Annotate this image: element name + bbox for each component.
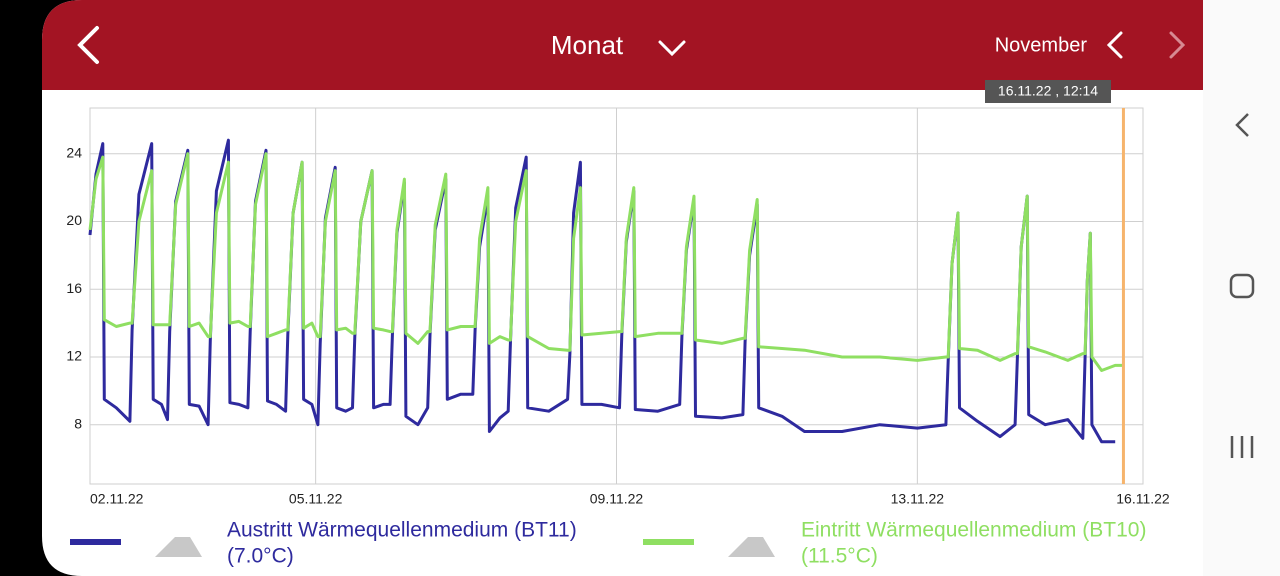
legend-value: (7.0°C) xyxy=(227,545,294,568)
nav-recents[interactable] xyxy=(1230,436,1254,458)
nav-back[interactable] xyxy=(1235,113,1249,137)
x-tick-label: 09.11.22 xyxy=(590,491,644,507)
y-tick-label: 12 xyxy=(66,348,82,364)
nav-home[interactable] xyxy=(1229,273,1255,299)
legend-icons xyxy=(155,537,775,557)
legend-label: Eintritt Wärmequellenmedium (BT10) xyxy=(801,519,1146,542)
y-tick-label: 8 xyxy=(74,415,82,431)
nav-bar xyxy=(1203,0,1280,576)
legend-label: Austritt Wärmequellenmedium (BT11) xyxy=(227,519,577,542)
dropdown-icon[interactable] xyxy=(658,40,686,57)
month-label: November xyxy=(995,34,1088,56)
tooltip-box xyxy=(985,80,1111,103)
period-selector[interactable]: Monat xyxy=(551,30,624,60)
legend-icon[interactable] xyxy=(155,537,202,557)
prev-month[interactable] xyxy=(1106,31,1123,59)
app-header xyxy=(42,0,1203,90)
legend-value: (11.5°C) xyxy=(801,545,878,568)
x-tick-label: 05.11.22 xyxy=(289,491,343,507)
next-month[interactable] xyxy=(1169,31,1186,59)
legend-icon[interactable] xyxy=(728,537,775,557)
back-button[interactable] xyxy=(77,26,99,64)
x-tick-label: 16.11.22 xyxy=(1116,491,1170,507)
y-tick-label: 20 xyxy=(66,212,82,228)
series-line xyxy=(88,138,1116,444)
y-tick-label: 24 xyxy=(66,144,82,160)
tooltip: 16.11.22 , 12:14 xyxy=(998,83,1098,99)
x-tick-label: 13.11.22 xyxy=(891,491,945,507)
y-tick-label: 16 xyxy=(66,280,82,296)
series-line xyxy=(88,152,1124,372)
x-tick-label: 02.11.22 xyxy=(90,491,144,507)
